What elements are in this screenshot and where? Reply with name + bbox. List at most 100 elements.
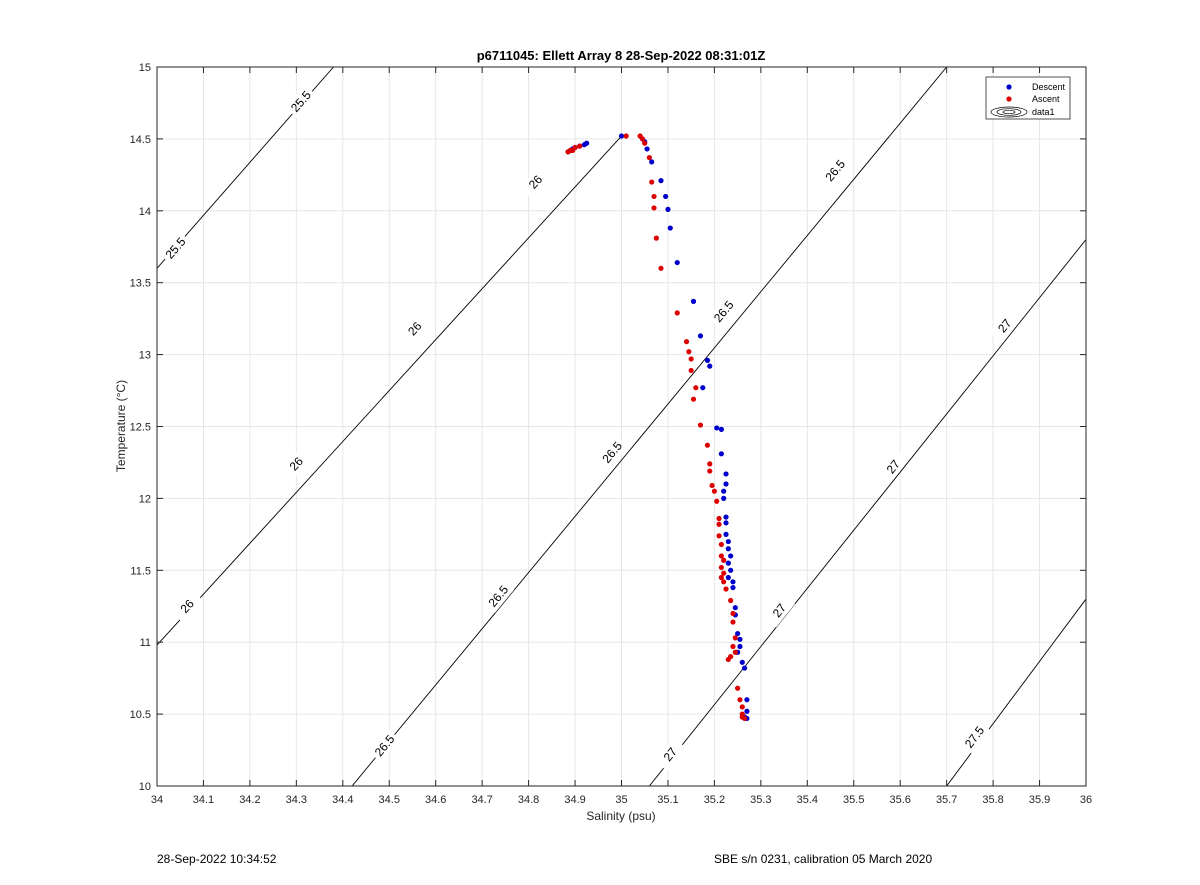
ascent-point xyxy=(642,140,648,146)
x-tick-label: 35 xyxy=(615,794,627,806)
x-tick-label: 34.8 xyxy=(518,794,539,806)
legend-descent-label: Descent xyxy=(1032,82,1066,92)
ascent-point xyxy=(653,235,659,241)
x-tick-label: 34.1 xyxy=(193,794,214,806)
ascent-point xyxy=(683,339,690,345)
ascent-point xyxy=(707,461,713,467)
descent-point xyxy=(725,546,731,552)
chart-legend[interactable]: Descent Ascent data1 xyxy=(985,76,1071,120)
descent-point xyxy=(737,643,743,650)
descent-point xyxy=(723,481,729,487)
ascent-point xyxy=(697,422,704,428)
descent-point xyxy=(649,159,655,165)
ascent-point xyxy=(711,488,718,494)
descent-point xyxy=(718,426,724,432)
ascent-point xyxy=(709,482,715,489)
descent-point xyxy=(714,425,720,431)
ascent-point xyxy=(690,396,697,402)
ascent-point xyxy=(674,310,680,316)
ascent-point xyxy=(735,685,741,691)
x-tick-label: 35.9 xyxy=(1029,794,1050,806)
contour-label-bg xyxy=(819,153,851,188)
descent-point xyxy=(725,538,731,545)
ascent-point xyxy=(714,498,720,504)
contour-label-bg xyxy=(285,84,317,119)
x-tick-label: 35.2 xyxy=(704,794,725,806)
ascent-point xyxy=(716,515,722,522)
ascent-point xyxy=(688,367,694,374)
y-tick-label: 12 xyxy=(139,493,151,505)
contour-label-bg xyxy=(519,165,552,199)
contour-label-bg xyxy=(596,435,628,470)
footer-timestamp: 28-Sep-2022 10:34:52 xyxy=(157,852,277,866)
ascent-point xyxy=(577,143,583,149)
ascent-point xyxy=(730,610,736,617)
ascent-point xyxy=(718,574,724,581)
descent-point xyxy=(741,665,748,671)
ascent-point xyxy=(739,714,745,720)
x-tick-label: 35.1 xyxy=(657,794,678,806)
ascent-point xyxy=(737,697,743,703)
contour-label-bg xyxy=(707,294,740,329)
ascent-point xyxy=(686,349,692,355)
descent-point xyxy=(723,531,729,537)
ascent-point xyxy=(718,553,724,559)
descent-point xyxy=(690,298,697,304)
descent-point xyxy=(730,579,736,585)
legend-data1-label: data1 xyxy=(1032,107,1055,117)
y-tick-label: 13 xyxy=(139,350,151,362)
x-tick-label: 34.7 xyxy=(471,794,492,806)
descent-point xyxy=(721,495,727,501)
ascent-point xyxy=(707,468,713,474)
y-tick-label: 15 xyxy=(139,62,151,74)
ascent-point xyxy=(723,586,729,592)
ascent-point xyxy=(646,154,652,161)
ascent-point xyxy=(725,656,731,663)
footer-calibration: SBE s/n 0231, calibration 05 March 2020 xyxy=(714,852,933,866)
ascent-point xyxy=(721,557,727,563)
ascent-point xyxy=(649,179,655,185)
descent-point xyxy=(658,178,664,184)
ascent-point xyxy=(721,579,727,585)
descent-point xyxy=(663,193,669,200)
y-tick-label: 13.5 xyxy=(130,278,151,290)
ascent-point xyxy=(732,635,738,641)
descent-point xyxy=(704,357,711,363)
isopycnal-27 xyxy=(649,239,1086,786)
x-tick-label: 34.9 xyxy=(564,794,585,806)
isopycnal-26 xyxy=(157,135,622,646)
legend-ascent-label: Ascent xyxy=(1032,94,1060,104)
grid-lines xyxy=(156,66,1087,787)
descent-point xyxy=(732,605,738,611)
axis-ticks: 34 34.1 34.2 34.3 34.4 34.5 34.6 34.7 34.8 34.9 35… xyxy=(130,62,1093,806)
descent-point xyxy=(744,697,750,703)
x-tick-label: 35.3 xyxy=(750,794,771,806)
y-axis-label: Temperature (°C) xyxy=(114,380,128,472)
descent-point xyxy=(723,520,729,526)
descent-point xyxy=(707,363,713,369)
descent-point xyxy=(730,584,736,591)
descent-point xyxy=(737,636,743,642)
ascent-point xyxy=(739,704,745,710)
ascent-point xyxy=(716,533,722,539)
contour-label-bg xyxy=(159,231,192,265)
ascent-point xyxy=(651,193,657,200)
descent-point xyxy=(728,553,734,559)
legend-descent-marker xyxy=(1006,84,1012,90)
contour-label-bg xyxy=(877,450,909,484)
x-tick-label: 35.8 xyxy=(982,794,1003,806)
y-tick-label: 10.5 xyxy=(130,709,151,721)
legend-ascent-marker xyxy=(1006,96,1012,102)
contour-label-bg xyxy=(959,720,990,754)
ascent-point xyxy=(728,597,734,604)
ascent-point xyxy=(730,619,736,625)
ascent-point xyxy=(718,541,724,548)
descent-point xyxy=(744,708,750,714)
descent-point xyxy=(584,140,590,146)
ascent-point xyxy=(572,144,578,151)
descent-point xyxy=(697,333,704,339)
ascent-point xyxy=(639,136,646,142)
ascent-point xyxy=(693,385,699,391)
contour-label-bg xyxy=(171,589,204,623)
